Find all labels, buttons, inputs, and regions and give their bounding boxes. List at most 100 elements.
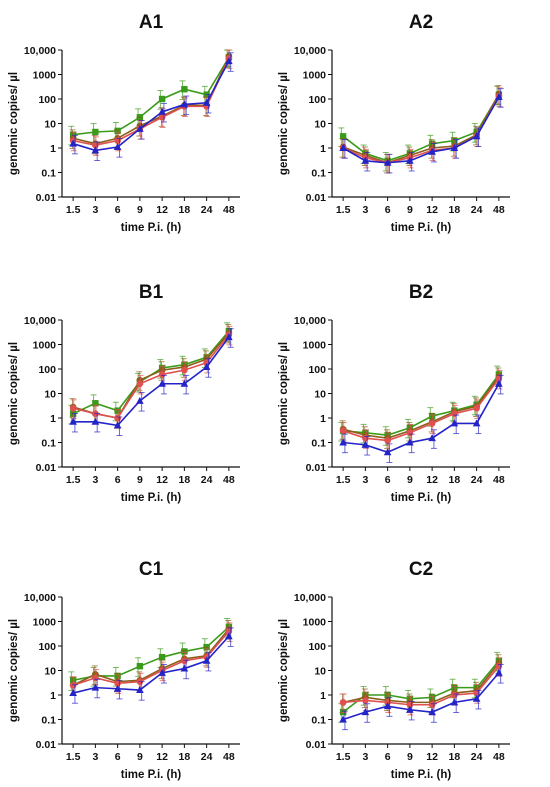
- chart-c2: C2 0.01 0.1 1 10 100 1000 10,000 1.5 3 6 9 12 18 24 48 t…: [278, 559, 510, 781]
- y-tick-label: 100: [38, 364, 56, 376]
- y-tick-label: 1: [320, 143, 326, 155]
- y-tick-label: 10: [314, 119, 326, 131]
- data-point: [339, 699, 347, 706]
- y-tick-label: 1000: [33, 340, 57, 352]
- x-tick-label: 18: [179, 751, 191, 763]
- data-point: [383, 702, 392, 710]
- series-line: [72, 58, 230, 147]
- x-tick-label: 3: [92, 474, 98, 486]
- data-point: [202, 98, 211, 106]
- data-point: [69, 417, 77, 425]
- x-tick-label: 48: [493, 204, 505, 216]
- x-tick-label: 12: [156, 474, 168, 486]
- data-point: [69, 677, 77, 684]
- data-point: [91, 683, 100, 691]
- x-tick-label: 9: [137, 474, 143, 486]
- data-point: [180, 100, 189, 108]
- x-tick-label: 24: [471, 474, 483, 486]
- y-tick-label: 0.01: [36, 192, 57, 204]
- y-tick-label: 10,000: [294, 315, 326, 327]
- y-tick-label: 1: [50, 690, 56, 702]
- x-tick-label: 18: [179, 204, 191, 216]
- data-point: [472, 419, 481, 427]
- chart-title: A2: [409, 12, 433, 33]
- data-point: [136, 396, 144, 404]
- data-point: [428, 420, 436, 427]
- y-tick-label: 10,000: [294, 45, 326, 57]
- x-tick-label: 6: [385, 204, 391, 216]
- data-point: [473, 404, 480, 412]
- y-tick-label: 10: [44, 119, 56, 131]
- data-point: [406, 695, 414, 702]
- x-tick-label: 6: [115, 204, 121, 216]
- data-point: [113, 421, 122, 429]
- data-point: [113, 142, 122, 150]
- y-tick-label: 0.01: [306, 739, 327, 751]
- data-point: [339, 438, 347, 446]
- y-tick-label: 0.01: [306, 462, 327, 474]
- x-tick-label: 12: [156, 751, 168, 763]
- y-tick-label: 10,000: [24, 592, 56, 604]
- data-point: [181, 657, 188, 665]
- data-point: [339, 144, 347, 151]
- x-tick-label: 1.5: [336, 474, 351, 486]
- data-point: [384, 691, 391, 699]
- y-tick-label: 10,000: [24, 45, 56, 57]
- y-axis-label: genomic copies/ µl: [8, 72, 20, 175]
- data-point: [92, 674, 99, 682]
- x-tick-label: 6: [115, 751, 121, 763]
- series-line: [73, 336, 230, 427]
- y-tick-label: 1: [50, 413, 56, 425]
- series-line: [343, 383, 500, 454]
- x-tick-label: 12: [426, 474, 438, 486]
- x-tick-label: 1.5: [66, 751, 81, 763]
- y-tick-label: 0.01: [36, 462, 57, 474]
- data-point: [158, 653, 166, 661]
- data-point: [361, 708, 370, 716]
- x-tick-label: 6: [385, 751, 391, 763]
- data-point: [114, 672, 121, 680]
- series-3: [339, 369, 503, 452]
- chart-title: B2: [409, 282, 433, 303]
- series-4: [339, 374, 504, 463]
- chart-a1: A1 0.01 0.1 1 10 100 1000 10,000 1.5 3 6 9 12 18 24 48 t…: [8, 12, 240, 234]
- data-point: [91, 417, 100, 425]
- series-line: [72, 628, 230, 686]
- series-line: [342, 672, 500, 721]
- data-point: [136, 124, 144, 132]
- y-tick-label: 1000: [33, 617, 57, 629]
- data-point: [384, 437, 391, 444]
- series-line: [342, 660, 500, 713]
- y-tick-label: 0.1: [311, 715, 326, 727]
- x-tick-label: 12: [156, 204, 168, 216]
- data-point: [91, 146, 100, 154]
- data-point: [113, 684, 122, 692]
- y-tick-label: 1000: [303, 70, 327, 82]
- x-tick-label: 24: [471, 204, 483, 216]
- x-tick-label: 9: [407, 204, 413, 216]
- x-axis-label: time P.i. (h): [391, 222, 452, 234]
- x-tick-label: 18: [449, 204, 461, 216]
- data-point: [428, 694, 436, 701]
- data-point: [69, 689, 77, 697]
- data-point: [181, 86, 188, 93]
- data-point: [181, 648, 188, 655]
- y-axis-label: genomic copies/ µl: [278, 619, 290, 722]
- series-line: [72, 630, 230, 687]
- data-point: [383, 448, 392, 456]
- data-point: [450, 419, 459, 427]
- x-tick-label: 18: [179, 474, 191, 486]
- y-axis-label: genomic copies/ µl: [278, 342, 290, 445]
- y-tick-label: 10,000: [24, 315, 56, 327]
- x-tick-label: 9: [137, 751, 143, 763]
- chart-title: B1: [139, 282, 164, 303]
- data-point: [158, 107, 166, 115]
- x-tick-label: 1.5: [66, 204, 81, 216]
- y-tick-label: 1: [320, 690, 326, 702]
- x-tick-label: 48: [223, 751, 235, 763]
- data-point: [428, 434, 436, 442]
- x-tick-label: 3: [92, 751, 98, 763]
- y-tick-label: 1: [50, 143, 56, 155]
- x-tick-label: 6: [115, 474, 121, 486]
- data-point: [136, 662, 144, 670]
